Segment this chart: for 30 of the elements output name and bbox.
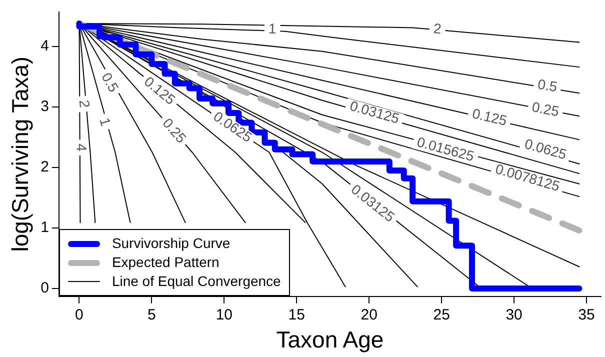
annotation: 0.03125 bbox=[348, 97, 402, 127]
x-tick-label: 10 bbox=[216, 306, 233, 324]
annotation: 4 bbox=[74, 144, 90, 152]
annotation: 2 bbox=[432, 20, 442, 37]
legend-label: Line of Equal Convergence bbox=[112, 272, 281, 292]
legend-label: Survivorship Curve bbox=[112, 234, 230, 254]
x-tick-label: 5 bbox=[148, 306, 156, 324]
x-tick-label: 25 bbox=[433, 306, 450, 324]
x-tick-label: 30 bbox=[506, 306, 522, 324]
y-tick-label: 1 bbox=[40, 219, 49, 236]
x-tick-label: 20 bbox=[360, 306, 378, 324]
y-tick-label: 0 bbox=[40, 280, 49, 297]
annotation: 0.5 bbox=[98, 70, 122, 95]
annotation: 0.25 bbox=[530, 98, 561, 120]
annotation: 1 bbox=[268, 20, 277, 37]
annotation: 0.0625 bbox=[522, 135, 569, 162]
x-tick-label: 0 bbox=[75, 306, 84, 324]
annotation: 1 bbox=[96, 116, 114, 128]
x-tick-label: 35 bbox=[578, 306, 595, 324]
x-axis-title: Taxon Age bbox=[276, 326, 384, 353]
y-tick-label: 3 bbox=[40, 98, 49, 116]
annotation: 0.5 bbox=[536, 76, 559, 95]
annotation: 0.125 bbox=[470, 105, 509, 129]
annotation: 0.015625 bbox=[415, 134, 476, 164]
legend-label: Expected Pattern bbox=[112, 253, 220, 272]
y-tick-label: 2 bbox=[40, 158, 49, 176]
x-tick-label: 15 bbox=[288, 306, 305, 324]
annotation: 2 bbox=[76, 99, 94, 109]
y-axis-title: log(Surviving Taxa) bbox=[7, 56, 34, 252]
y-tick-label: 4 bbox=[40, 38, 49, 55]
